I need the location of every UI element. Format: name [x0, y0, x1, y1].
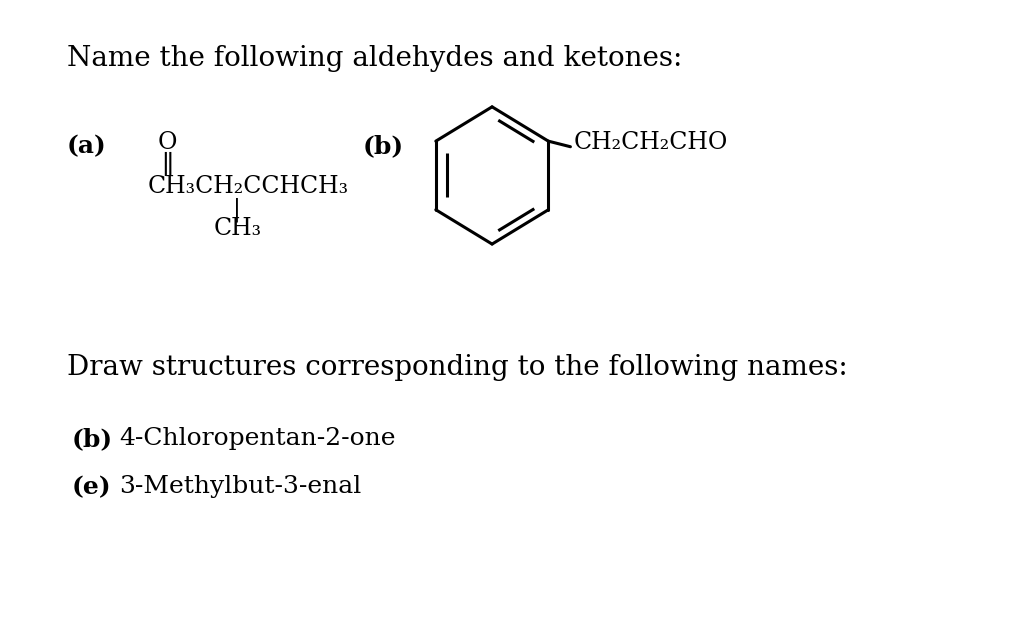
- Text: CH₃: CH₃: [214, 217, 262, 240]
- Text: Draw structures corresponding to the following names:: Draw structures corresponding to the fol…: [67, 354, 848, 381]
- Text: O: O: [157, 131, 177, 154]
- Text: CH₃CH₂CCHCH₃: CH₃CH₂CCHCH₃: [148, 175, 349, 198]
- Text: (b): (b): [363, 134, 405, 158]
- Text: |: |: [233, 198, 241, 222]
- Text: Name the following aldehydes and ketones:: Name the following aldehydes and ketones…: [67, 45, 682, 71]
- Text: CH₂CH₂CHO: CH₂CH₂CHO: [573, 131, 727, 154]
- Text: ∥: ∥: [161, 153, 174, 178]
- Text: (e): (e): [72, 475, 111, 500]
- Text: (b): (b): [72, 427, 113, 452]
- Text: 4-Chloropentan-2-one: 4-Chloropentan-2-one: [119, 427, 396, 450]
- Text: 3-Methylbut-3-enal: 3-Methylbut-3-enal: [119, 475, 361, 498]
- Text: (a): (a): [67, 134, 107, 158]
